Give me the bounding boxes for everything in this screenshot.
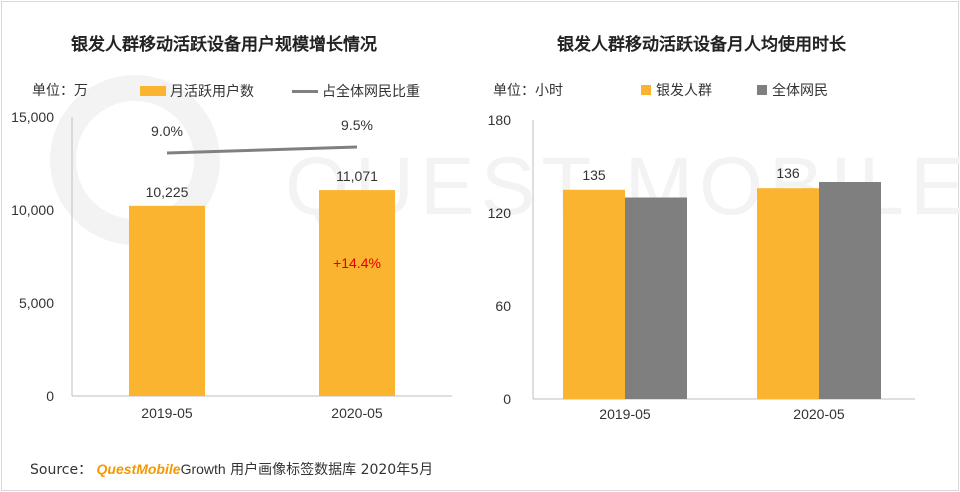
right-y-tick-label: 120 xyxy=(488,205,512,221)
right-y-tick-label: 180 xyxy=(488,112,512,128)
left-share-line xyxy=(166,145,358,155)
left-x-tick-label: 2020-05 xyxy=(331,405,383,421)
left-bar-value-label: 11,071 xyxy=(336,168,378,184)
right-bar-value-label: 136 xyxy=(776,165,800,181)
left-bar-value-label: 10,225 xyxy=(146,184,189,200)
left-share-label: 9.5% xyxy=(341,117,373,133)
source-note: Source： QuestMobileGrowth 用户画像标签数据库 2020… xyxy=(30,459,433,479)
left-chart-title: 银发人群移动活跃设备用户规模增长情况 xyxy=(71,35,377,55)
source-prefix: Source： xyxy=(30,462,93,478)
right-chart-title: 银发人群移动活跃设备月人均使用时长 xyxy=(557,35,846,55)
left-x-tick-label: 2019-05 xyxy=(141,405,193,421)
left-growth-annotation: +14.4% xyxy=(333,255,381,271)
right-unit-label: 单位：小时 xyxy=(493,83,563,99)
legend-label-all: 全体网民 xyxy=(772,83,828,99)
left-y-tick-label: 15,000 xyxy=(11,109,54,125)
left-legend-line: 占全体网民比重 xyxy=(292,81,420,101)
source-suffix: 用户画像标签数据库 2020年5月 xyxy=(225,462,434,478)
left-share-label: 9.0% xyxy=(151,123,183,139)
legend-label-silver: 银发人群 xyxy=(656,83,712,99)
left-legend-bar: 月活跃用户数 xyxy=(140,81,254,101)
legend-swatch-gray xyxy=(757,85,767,95)
right-legend-silver: 银发人群 xyxy=(641,80,712,100)
source-growth: Growth xyxy=(180,461,226,477)
right-legend-all: 全体网民 xyxy=(757,80,828,100)
right-y-tick-label: 0 xyxy=(503,391,511,407)
right-bar-silver xyxy=(757,188,819,399)
legend-swatch-orange xyxy=(641,85,651,95)
left-y-tick-label: 0 xyxy=(46,388,54,404)
legend-label-mau: 月活跃用户数 xyxy=(170,84,254,100)
legend-swatch-line xyxy=(292,89,318,93)
right-bar-all xyxy=(625,197,687,399)
right-x-tick-label: 2020-05 xyxy=(793,406,845,422)
right-bar-silver xyxy=(563,189,625,399)
left-unit-label: 单位：万 xyxy=(32,83,88,99)
right-bar-all xyxy=(819,182,881,399)
source-brand-logo: QuestMobile xyxy=(96,461,181,477)
left-bar-mau xyxy=(129,205,205,396)
left-y-tick-label: 5,000 xyxy=(19,295,54,311)
left-bar-mau xyxy=(319,190,395,396)
legend-swatch-orange xyxy=(140,86,166,96)
right-y-tick-label: 60 xyxy=(495,298,511,314)
right-x-tick-label: 2019-05 xyxy=(599,406,651,422)
left-y-tick-label: 10,000 xyxy=(11,202,54,218)
right-bar-value-label: 135 xyxy=(582,167,606,183)
legend-label-share: 占全体网民比重 xyxy=(322,84,420,100)
